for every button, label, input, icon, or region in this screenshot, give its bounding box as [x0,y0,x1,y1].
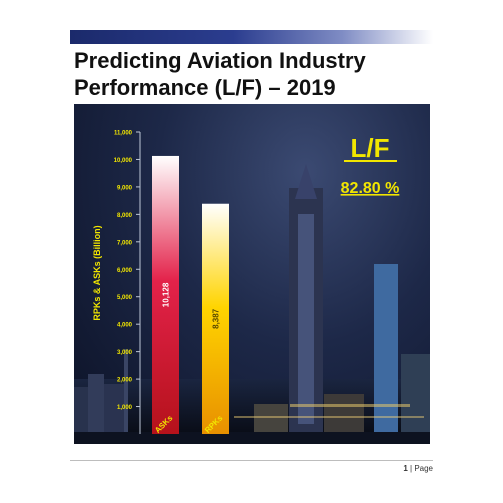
bar-asks [152,155,179,434]
y-tick-label: 7,000 [117,240,133,246]
y-axis-ticks: 1,000 2,000 3,000 4,000 5,000 6,000 7,000 8,000… [114,131,140,411]
title-line-1: Predicting Aviation Industry [74,48,366,73]
y-tick-label: 2,000 [117,378,133,384]
bar-rpks [202,203,229,434]
bar-value-rpks: 8,387 [212,308,221,329]
city-skyline [74,164,430,444]
y-tick-label: 1,000 [117,405,133,411]
page-word: Page [414,464,433,473]
y-tick-label: 5,000 [117,295,133,301]
y-tick-label: 3,000 [117,350,133,356]
header-bar [70,30,433,44]
page-separator: | [410,464,413,473]
y-tick-label: 10,000 [114,158,133,164]
y-axis-label: RPKs & ASKs (Billion) [92,225,102,320]
y-tick-label: 6,000 [117,268,133,274]
lf-label: L/F [351,133,390,163]
page-footer: 1 | Page [70,460,433,473]
page-number-value: 1 [403,464,408,473]
y-tick-label: 11,000 [114,131,133,137]
y-tick-label: 4,000 [117,323,133,329]
lf-value: 82.80 % [341,180,400,197]
chart-svg: 1,000 2,000 3,000 4,000 5,000 6,000 7,000 8,000… [74,131,430,444]
document-title: Predicting Aviation Industry Performance… [74,47,454,101]
bar-value-asks: 10,128 [162,282,171,307]
chart-image: 1,000 2,000 3,000 4,000 5,000 6,000 7,000 8,000… [74,104,430,444]
y-tick-label: 9,000 [117,185,133,191]
y-tick-label: 8,000 [117,213,133,219]
title-line-2: Performance (L/F) – 2019 [74,75,336,100]
page-number: 1 | Page [403,464,433,473]
